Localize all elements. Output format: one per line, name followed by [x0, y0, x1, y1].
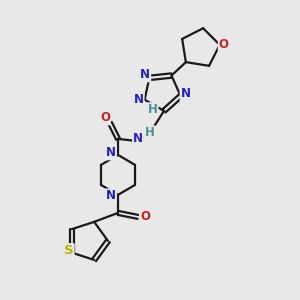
Text: H: H: [145, 126, 155, 140]
Text: N: N: [134, 93, 144, 106]
Text: N: N: [181, 88, 190, 100]
Text: N: N: [106, 146, 116, 159]
Text: O: O: [219, 38, 229, 51]
Text: O: O: [100, 111, 110, 124]
Text: N: N: [133, 132, 143, 146]
Text: O: O: [140, 210, 150, 224]
Text: N: N: [106, 189, 116, 203]
Text: N: N: [140, 68, 150, 81]
Text: H: H: [148, 103, 158, 116]
Text: S: S: [64, 244, 74, 257]
